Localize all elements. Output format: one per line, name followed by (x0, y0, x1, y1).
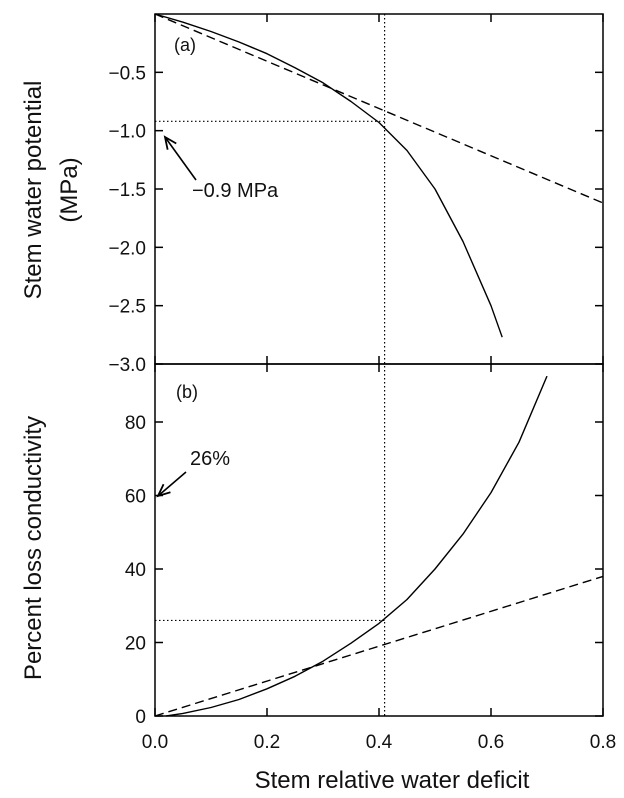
panel-b-solid-series-line (166, 375, 548, 717)
panel-a-ytick-label: −2.0 (108, 238, 146, 259)
panel-a-ytick-label: −2.5 (108, 297, 146, 318)
panel-a-ylabel-line1: Stem water potential (20, 81, 47, 300)
panel-b-ytick-label: 0 (135, 707, 146, 728)
panel-b-ytick-label: 20 (125, 634, 146, 655)
annotation-b-arrow-shaft (157, 471, 187, 497)
x-tick-label: 0.0 (142, 732, 168, 753)
panel-a-dashed-series-line (154, 13, 604, 204)
panel-a-ytick-label: −1.5 (108, 180, 146, 201)
panel-a-ylabel-line2: (MPa) (56, 157, 83, 222)
x-tick-label: 0.8 (590, 732, 616, 753)
panel-a-ytick-label: −0.5 (108, 63, 146, 84)
panel-a-ytick-label: −3.0 (108, 355, 146, 376)
panel-b-frame (154, 363, 604, 717)
panel-a-label: (a) (174, 35, 196, 55)
x-tick-label: 0.2 (254, 732, 280, 753)
annotation-b-text: 26% (190, 448, 230, 470)
annotation-a-text: −0.9 MPa (192, 180, 279, 202)
annotation-a-arrow-shaft (164, 136, 197, 181)
x-tick-label: 0.6 (478, 732, 504, 753)
panel-a-ytick-label: −1.0 (108, 122, 146, 143)
panel-b-ytick-label: 80 (125, 413, 146, 434)
x-axis-title: Stem relative water deficit (255, 767, 530, 794)
panel-b-ylabel: Percent loss conductivity (20, 416, 47, 680)
panel-b-ytick-label: 40 (125, 560, 146, 581)
panel-a-solid-series-line (154, 13, 503, 338)
panel-b-dashed-series-line (154, 575, 604, 717)
annotation-a-arrow-head (163, 135, 177, 150)
x-tick-label: 0.4 (366, 732, 393, 753)
panel-b-ytick-label: 60 (125, 487, 146, 508)
panel-b-label: (b) (176, 382, 198, 402)
annotation-b-arrow-head (156, 483, 171, 498)
